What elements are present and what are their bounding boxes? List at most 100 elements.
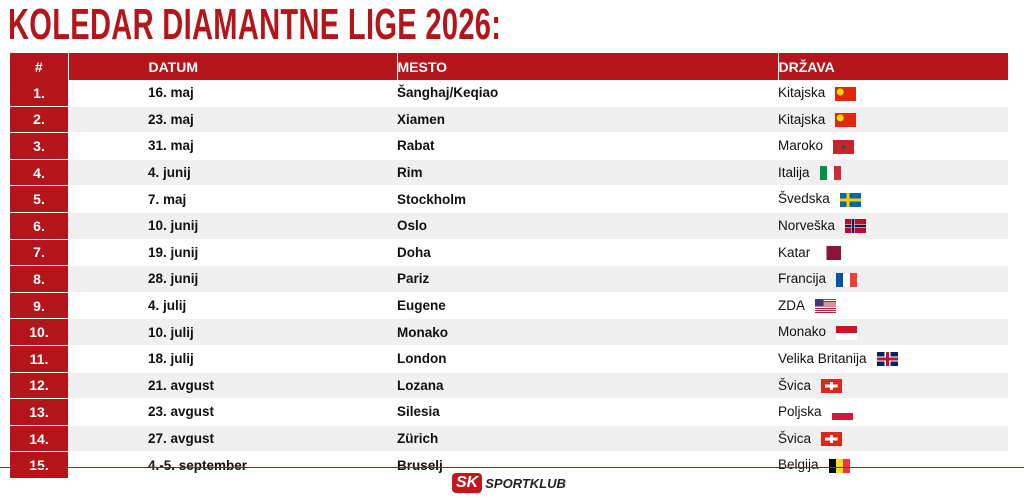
country-name: Kitajska: [778, 85, 826, 101]
column-header: #: [10, 53, 69, 80]
table-row: 3. 31. maj Rabat Maroko: [10, 132, 1008, 160]
table-row: 11. 18. julij London Velika Britanija: [10, 345, 1008, 373]
date-cell: 23. maj: [68, 106, 397, 134]
column-header: DRŽAVA: [778, 53, 1009, 80]
country-name: Maroko: [778, 138, 824, 154]
flag: [821, 379, 843, 394]
date-cell: 10. junij: [68, 212, 397, 240]
country-cell: Švica: [778, 372, 1008, 400]
flag: [831, 405, 853, 420]
column-header: DATUM: [68, 53, 398, 80]
table-row: 13. 23. avgust Silesia Poljska: [10, 398, 1008, 426]
table-body: 1. 16. maj Šanghaj/Keqiao Kitajska 2. 23. maj…: [10, 80, 1008, 479]
date-cell: 16. maj: [68, 80, 397, 107]
flag: [820, 246, 842, 261]
flag: [815, 299, 836, 314]
city-cell: Bruselj: [397, 451, 778, 479]
table-row: 14. 27. avgust Zürich Švica: [10, 425, 1008, 453]
city-cell: Zürich: [397, 425, 778, 453]
column-header: MESTO: [397, 53, 779, 80]
country-name: Poljska: [778, 404, 822, 420]
table-row: 1. 16. maj Šanghaj/Keqiao Kitajska: [10, 80, 1008, 107]
country-cell: Francija: [778, 265, 1008, 293]
row-number: 2.: [10, 106, 68, 134]
table-row: 8. 28. junij Pariz Francija: [10, 265, 1008, 293]
country-cell: Velika Britanija: [778, 345, 1008, 373]
city-cell: Rabat: [397, 132, 778, 160]
city-cell: Eugene: [397, 292, 778, 320]
table-row: 9. 4. julij Eugene ZDA: [10, 292, 1008, 320]
calendar-table: # DATUM MESTO DRŽAVA 1. 16. maj Šanghaj/Ke…: [10, 53, 1009, 479]
city-cell: Xiamen: [397, 106, 778, 134]
date-cell: 27. avgust: [68, 425, 397, 453]
city-cell: Stockholm: [397, 185, 778, 213]
country-cell: Maroko: [778, 132, 1008, 160]
date-cell: 23. avgust: [68, 398, 397, 426]
table-row: 4. 4. junij Rim Italija: [10, 159, 1008, 187]
city-cell: London: [397, 345, 778, 373]
country-cell: Belgija: [778, 451, 1008, 479]
date-cell: 4.-5. september: [68, 451, 397, 479]
row-number: 11.: [10, 345, 68, 373]
logo-text: SPORTKLUB: [485, 475, 566, 491]
country-name: Švica: [778, 430, 812, 446]
country-name: Belgija: [778, 457, 819, 473]
city-cell: Pariz: [397, 265, 778, 293]
country-cell: Monako: [778, 318, 1008, 346]
country-name: Italija: [778, 164, 810, 180]
table-row: 5. 7. maj Stockholm Švedska: [10, 185, 1008, 213]
table-row: 7. 19. junij Doha Katar: [10, 239, 1008, 267]
city-cell: Rim: [397, 159, 778, 187]
row-number: 1.: [10, 80, 68, 107]
flag: [821, 432, 843, 447]
country-cell: Kitajska: [778, 106, 1008, 134]
date-cell: 18. julij: [68, 345, 397, 373]
date-cell: 4. julij: [68, 292, 397, 320]
title: KOLEDAR DIAMANTNE LIGE 2026:: [8, 0, 502, 49]
date-cell: 7. maj: [68, 185, 397, 213]
row-number: 9.: [10, 292, 68, 320]
country-name: Katar: [778, 244, 811, 260]
country-name: Kitajska: [778, 111, 826, 127]
country-name: Švedska: [778, 191, 830, 207]
table-row: 12. 21. avgust Lozana Švica: [10, 372, 1008, 400]
row-number: 12.: [10, 372, 68, 400]
country-name: Švica: [778, 377, 812, 393]
city-cell: Doha: [397, 239, 778, 267]
flag: [835, 113, 857, 128]
row-number: 15.: [10, 451, 68, 479]
country-name: Norveška: [778, 218, 836, 234]
city-cell: Lozana: [397, 372, 778, 400]
country-name: Francija: [778, 271, 827, 287]
date-cell: 4. junij: [68, 159, 397, 187]
flag: [876, 352, 898, 367]
table-row: 6. 10. junij Oslo Norveška: [10, 212, 1008, 240]
country-cell: Švedska: [778, 185, 1008, 213]
flag: [839, 192, 861, 207]
date-cell: 21. avgust: [68, 372, 397, 400]
country-cell: Kitajska: [778, 80, 1008, 107]
row-number: 8.: [10, 265, 68, 293]
country-cell: Italija: [778, 159, 1008, 187]
date-cell: 31. maj: [68, 132, 397, 160]
country-cell: Norveška: [778, 212, 1008, 240]
table-row: 2. 23. maj Xiamen Kitajska: [10, 106, 1008, 134]
flag: [836, 325, 858, 340]
city-cell: Monako: [397, 318, 778, 346]
row-number: 5.: [10, 185, 68, 213]
date-cell: 19. junij: [68, 239, 397, 267]
row-number: 10.: [10, 318, 68, 346]
flag: [833, 139, 855, 154]
row-number: 14.: [10, 425, 68, 453]
flag: [819, 166, 841, 181]
logo-badge: SK: [452, 473, 483, 493]
country-cell: Katar: [778, 239, 1008, 267]
logo: SK SPORTKLUB: [452, 473, 566, 493]
flag: [828, 458, 850, 473]
date-cell: 28. junij: [68, 265, 397, 293]
header-row: # DATUM MESTO DRŽAVA: [10, 53, 1009, 80]
city-cell: Oslo: [397, 212, 778, 240]
country-name: Monako: [778, 324, 827, 340]
table-row: 10. 10. julij Monako Monako: [10, 318, 1008, 346]
